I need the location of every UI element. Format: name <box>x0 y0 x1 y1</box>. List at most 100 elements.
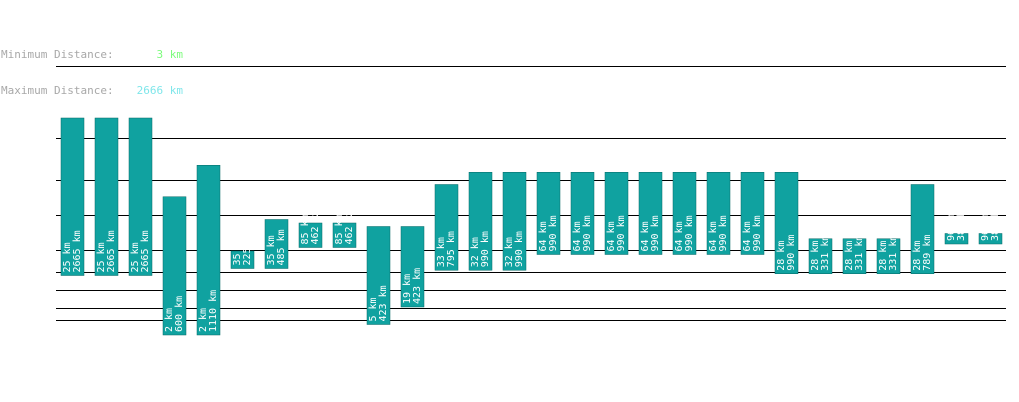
bar-max-label: 795 km <box>446 231 457 267</box>
distance-bar-group: 64 km 990 km <box>740 172 765 255</box>
bar-min-label: 64 km <box>708 221 719 251</box>
distance-bar <box>978 233 1003 245</box>
distance-bar-group: 28 km 331 km <box>808 235 833 274</box>
distance-bar-group: 96 km 380 km <box>978 205 1003 245</box>
distance-bar <box>842 238 867 274</box>
bar-min-label: 64 km <box>572 221 583 251</box>
distance-bar-group: 2 km 600 km <box>162 196 187 336</box>
distance-bar <box>366 226 391 325</box>
distance-bar-group: 64 km 990 km <box>706 172 731 255</box>
distance-summary: Minimum Distance: 3 km Maximum Distance: 2… <box>1 25 183 109</box>
bar-max-label: 331 km <box>854 235 865 271</box>
distance-bar <box>672 172 697 255</box>
bar-min-label: 32 km <box>504 237 515 267</box>
maximum-distance-row: Maximum Distance: 2666 km <box>1 85 183 97</box>
distance-bar <box>944 233 969 245</box>
distance-bar-group: 35 km 225 km <box>230 229 255 269</box>
distance-bar <box>128 117 153 276</box>
bar-max-label: 990 km <box>616 215 627 251</box>
distance-bar <box>706 172 731 255</box>
bar-max-label: 331 km <box>888 235 899 271</box>
distance-bar <box>400 226 425 308</box>
bar-max-label: 1110 km <box>208 290 219 332</box>
bar-min-label: 32 km <box>470 237 481 267</box>
distance-bar <box>468 172 493 271</box>
bar-max-label: 2665 km <box>72 230 83 272</box>
bar-min-label: 64 km <box>674 221 685 251</box>
bar-min-label: 28 km <box>878 241 889 271</box>
bar-min-label: 28 km <box>810 241 821 271</box>
distance-bar-group: 64 km 990 km <box>638 172 663 255</box>
distance-bar-group: 32 km 990 km <box>468 172 493 271</box>
distance-bar <box>604 172 629 255</box>
distance-bar-group: 5 km 423 km <box>366 226 391 325</box>
distance-bar <box>60 117 85 276</box>
distance-bar-group: 32 km 990 km <box>502 172 527 271</box>
distance-bar-group: 25 km 2665 km <box>128 117 153 276</box>
bar-max-label: 423 km <box>412 268 423 304</box>
distance-bar <box>740 172 765 255</box>
bar-max-label: 600 km <box>174 296 185 332</box>
bar-min-label: 28 km <box>844 241 855 271</box>
distance-bar <box>774 172 799 274</box>
bar-min-label: 5 km <box>368 297 379 321</box>
distance-bar <box>196 165 221 336</box>
bar-max-label: 990 km <box>548 215 559 251</box>
bar-min-label: 25 km <box>130 242 141 272</box>
bar-min-label: 96 km <box>946 211 957 241</box>
distance-bar <box>434 184 459 271</box>
distance-bar <box>536 172 561 255</box>
bar-max-label: 789 km <box>922 235 933 271</box>
distance-bar <box>502 172 527 271</box>
distance-bar <box>94 117 119 276</box>
distance-bar-group: 25 km 2665 km <box>94 117 119 276</box>
bar-min-label: 35 km <box>232 235 243 265</box>
distance-bar-group: 85 km 462 km <box>298 208 323 248</box>
bar-max-label: 485 km <box>276 229 287 265</box>
bar-min-label: 28 km <box>776 241 787 271</box>
distance-bar <box>264 219 289 269</box>
bar-min-label: 25 km <box>62 242 73 272</box>
bar-min-label: 96 km <box>980 211 991 241</box>
bar-max-label: 990 km <box>786 235 797 271</box>
bar-max-label: 2665 km <box>106 230 117 272</box>
distance-bar-group: 96 km 380 km <box>944 205 969 245</box>
distance-bar <box>638 172 663 255</box>
bar-min-label: 64 km <box>606 221 617 251</box>
bar-min-label: 28 km <box>912 241 923 271</box>
bar-max-label: 423 km <box>378 285 389 321</box>
bar-min-label: 85 km <box>300 214 311 244</box>
bar-max-label: 462 km <box>310 208 321 244</box>
bar-max-label: 990 km <box>582 215 593 251</box>
distance-bar-group: 25 km 2665 km <box>60 117 85 276</box>
distance-bar-group: 2 km 1110 km <box>196 165 221 336</box>
distance-bar-group: 28 km 789 km <box>910 184 935 274</box>
distance-bar-group: 64 km 990 km <box>570 172 595 255</box>
bar-max-label: 990 km <box>752 215 763 251</box>
bar-max-label: 462 km <box>344 208 355 244</box>
bar-max-label: 380 km <box>956 205 967 241</box>
bar-min-label: 64 km <box>538 221 549 251</box>
distance-bar <box>910 184 935 274</box>
distance-bar <box>570 172 595 255</box>
bar-max-label: 990 km <box>514 231 525 267</box>
maximum-distance-value: 2666 km <box>136 84 183 97</box>
bar-min-label: 2 km <box>164 308 175 332</box>
bar-max-label: 331 km <box>820 235 831 271</box>
bar-min-label: 64 km <box>742 221 753 251</box>
distance-bar-group: 28 km 331 km <box>842 235 867 274</box>
distance-bar <box>876 238 901 274</box>
distance-bar-group: 28 km 331 km <box>876 235 901 274</box>
maximum-distance-label: Maximum Distance: <box>1 84 114 97</box>
distance-bar-group: 19 km 423 km <box>400 226 425 308</box>
bar-max-label: 990 km <box>480 231 491 267</box>
distance-bars: 25 km 2665 km 25 km 2665 km 25 km 2665 km2 km… <box>60 117 1003 336</box>
distance-bar <box>162 196 187 336</box>
distance-bar-group: 33 km 795 km <box>434 184 459 271</box>
bar-min-label: 2 km <box>198 308 209 332</box>
bar-max-label: 990 km <box>718 215 729 251</box>
bar-min-label: 85 km <box>334 214 345 244</box>
distance-bar-group: 64 km 990 km <box>536 172 561 255</box>
bar-max-label: 225 km <box>242 229 253 265</box>
